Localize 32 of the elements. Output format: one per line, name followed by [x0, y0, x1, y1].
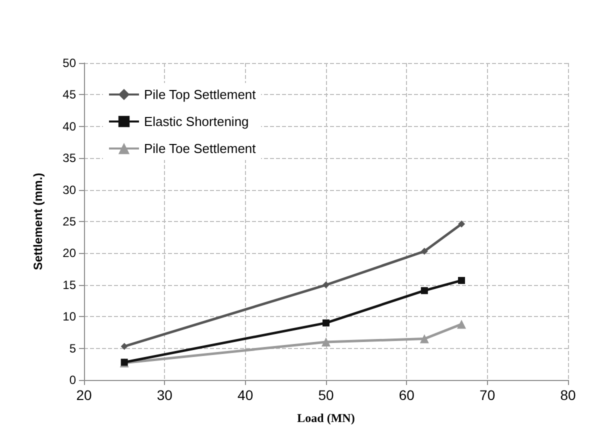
point	[120, 342, 128, 350]
y-tick-label: 45	[62, 88, 76, 102]
y-tick-label: 35	[62, 151, 76, 166]
x-axis-title: Load (MN)	[297, 411, 355, 425]
y-tick-label: 5	[69, 341, 76, 356]
legend-label: Elastic Shortening	[144, 114, 249, 129]
point	[420, 248, 428, 255]
x-tick-label: 30	[156, 387, 173, 403]
point	[457, 320, 466, 329]
legend-label: Pile Toe Settlement	[144, 141, 256, 156]
point	[322, 281, 330, 288]
y-tick-label: 15	[62, 278, 76, 292]
point	[322, 319, 330, 326]
y-tick-label: 50	[62, 56, 76, 70]
y-tick-label: 25	[62, 214, 76, 228]
y-tick-label: 20	[62, 246, 76, 260]
y-tick-label: 40	[62, 119, 76, 134]
point	[420, 287, 428, 294]
legend-label: Pile Top Settlement	[144, 87, 256, 102]
y-tick-label: 30	[62, 182, 76, 197]
y-tick-label: 10	[62, 310, 76, 324]
x-tick-label: 50	[318, 387, 334, 403]
y-tick-label: 0	[69, 373, 76, 387]
x-tick-label: 80	[560, 387, 576, 403]
point	[420, 334, 429, 344]
x-tick-label: 40	[238, 387, 254, 403]
y-axis-title: Settlement (mm.)	[31, 172, 45, 270]
point	[458, 276, 466, 284]
x-tick-label: 60	[398, 387, 415, 403]
x-tick-label: 70	[480, 387, 496, 403]
point	[322, 337, 330, 346]
point	[458, 220, 466, 228]
